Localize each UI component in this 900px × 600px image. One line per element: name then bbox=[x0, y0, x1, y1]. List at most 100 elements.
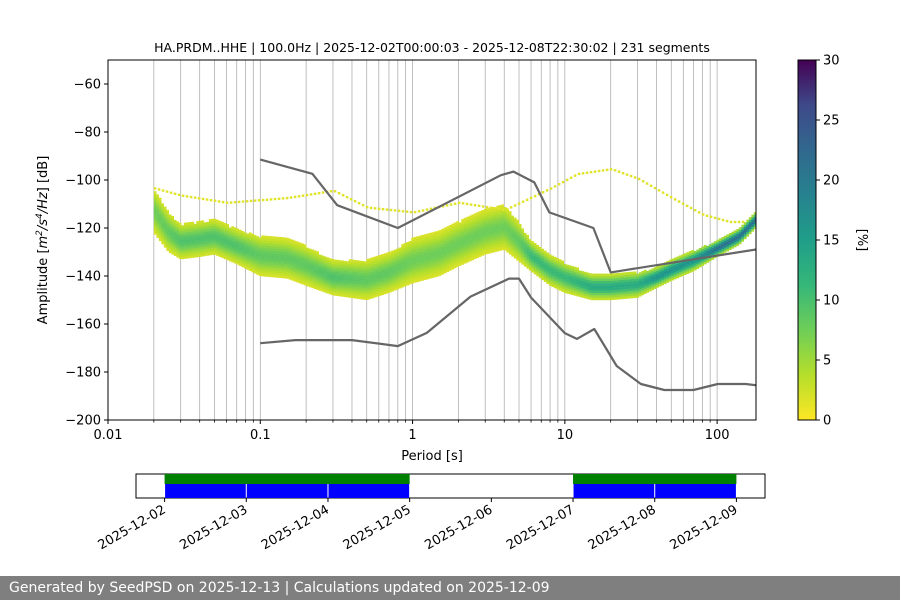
psd-cell bbox=[731, 236, 735, 240]
psd-cell bbox=[373, 282, 377, 286]
psd-cell bbox=[298, 273, 302, 277]
psd-cell bbox=[578, 289, 582, 293]
psd-cell bbox=[628, 271, 632, 275]
psd-cell bbox=[368, 291, 372, 295]
psd-cell bbox=[456, 242, 460, 246]
psd-cell bbox=[321, 286, 325, 290]
psd-cell bbox=[451, 250, 455, 253]
psd-cell bbox=[203, 224, 207, 228]
psd-cell bbox=[428, 254, 432, 258]
psd-cell bbox=[443, 246, 447, 250]
psd-cell bbox=[393, 273, 397, 277]
psd-cell bbox=[311, 251, 315, 255]
psd-cell bbox=[501, 206, 505, 210]
psd-cell bbox=[428, 232, 432, 236]
psd-cell bbox=[326, 283, 330, 287]
psd-cell bbox=[576, 293, 580, 297]
psd-cell bbox=[673, 264, 677, 268]
psd-cell bbox=[598, 288, 602, 291]
psd-cell bbox=[256, 238, 260, 242]
psd-cell bbox=[411, 275, 415, 279]
psd-cell bbox=[158, 216, 162, 220]
psd-cell bbox=[223, 225, 227, 228]
psd-cell bbox=[643, 274, 647, 278]
psd-cell bbox=[356, 274, 360, 278]
psd-cell bbox=[376, 279, 380, 283]
psd-cell bbox=[461, 245, 465, 248]
psd-cell bbox=[683, 265, 687, 268]
psd-cell bbox=[486, 237, 490, 240]
psd-cell bbox=[426, 262, 430, 265]
psd-cell bbox=[383, 272, 387, 276]
psd-cell bbox=[536, 247, 540, 250]
psd-cell bbox=[641, 271, 645, 274]
psd-cell bbox=[223, 249, 227, 252]
psd-cell bbox=[401, 260, 405, 264]
psd-cell bbox=[268, 238, 272, 242]
noise-model-curves bbox=[260, 158, 756, 392]
psd-cell bbox=[533, 264, 537, 268]
psd-cell bbox=[178, 234, 182, 238]
psd-cell bbox=[193, 226, 197, 229]
psd-cell bbox=[223, 227, 227, 231]
psd-cell bbox=[321, 281, 325, 285]
psd-cell bbox=[521, 238, 525, 241]
psd-cell bbox=[493, 232, 497, 236]
psd-cell bbox=[456, 259, 460, 263]
psd-cell bbox=[683, 262, 687, 266]
psd-cell bbox=[583, 288, 587, 292]
psd-cell bbox=[331, 261, 335, 265]
psd-cell bbox=[261, 249, 265, 253]
psd-cell bbox=[498, 229, 502, 232]
psd-cell bbox=[448, 224, 452, 228]
psd-cell bbox=[446, 233, 450, 237]
psd-cell bbox=[405, 210, 409, 213]
psd-cell bbox=[728, 233, 732, 236]
psd-cell bbox=[243, 263, 247, 267]
psd-cell bbox=[221, 253, 225, 256]
psd-cell bbox=[178, 256, 182, 260]
x-tick-label: 100 bbox=[705, 428, 730, 443]
psd-cell bbox=[208, 247, 212, 251]
psd-cell bbox=[416, 274, 420, 278]
psd-cell bbox=[173, 243, 177, 247]
psd-cell bbox=[296, 277, 300, 281]
psd-cell bbox=[461, 221, 465, 224]
timeline-date-label: 2025-12-04 bbox=[259, 502, 332, 553]
psd-cell bbox=[665, 193, 669, 197]
psd-cell bbox=[668, 276, 672, 280]
psd-cell bbox=[573, 269, 577, 272]
psd-cell bbox=[208, 231, 212, 234]
psd-cell bbox=[696, 251, 700, 255]
psd-cell bbox=[253, 270, 257, 274]
psd-cell bbox=[423, 277, 427, 281]
psd-cell bbox=[303, 261, 307, 264]
psd-cell bbox=[621, 272, 625, 276]
psd-cell bbox=[193, 233, 197, 236]
psd-cell bbox=[633, 283, 637, 287]
psd-cell bbox=[413, 265, 417, 269]
psd-cell bbox=[166, 241, 170, 244]
psd-cell bbox=[443, 227, 447, 231]
psd-cell bbox=[245, 200, 249, 203]
psd-cell bbox=[221, 255, 225, 259]
psd-cell bbox=[301, 250, 305, 254]
psd-cell bbox=[561, 282, 565, 285]
psd-cell bbox=[573, 174, 577, 177]
psd-cell bbox=[558, 266, 562, 270]
psd-cell bbox=[388, 265, 392, 269]
psd-cell bbox=[431, 244, 435, 247]
psd-cell bbox=[331, 283, 335, 286]
psd-cell bbox=[351, 271, 355, 275]
psd-cell bbox=[341, 284, 345, 288]
psd-cell bbox=[303, 278, 307, 281]
psd-cell bbox=[533, 247, 537, 251]
psd-cell bbox=[351, 281, 355, 284]
psd-cell bbox=[571, 285, 575, 288]
psd-cell bbox=[278, 236, 282, 240]
psd-cell bbox=[208, 240, 212, 244]
psd-cell bbox=[453, 256, 457, 259]
psd-cell bbox=[361, 263, 365, 267]
psd-cell bbox=[266, 269, 270, 273]
psd-cell bbox=[468, 234, 472, 238]
